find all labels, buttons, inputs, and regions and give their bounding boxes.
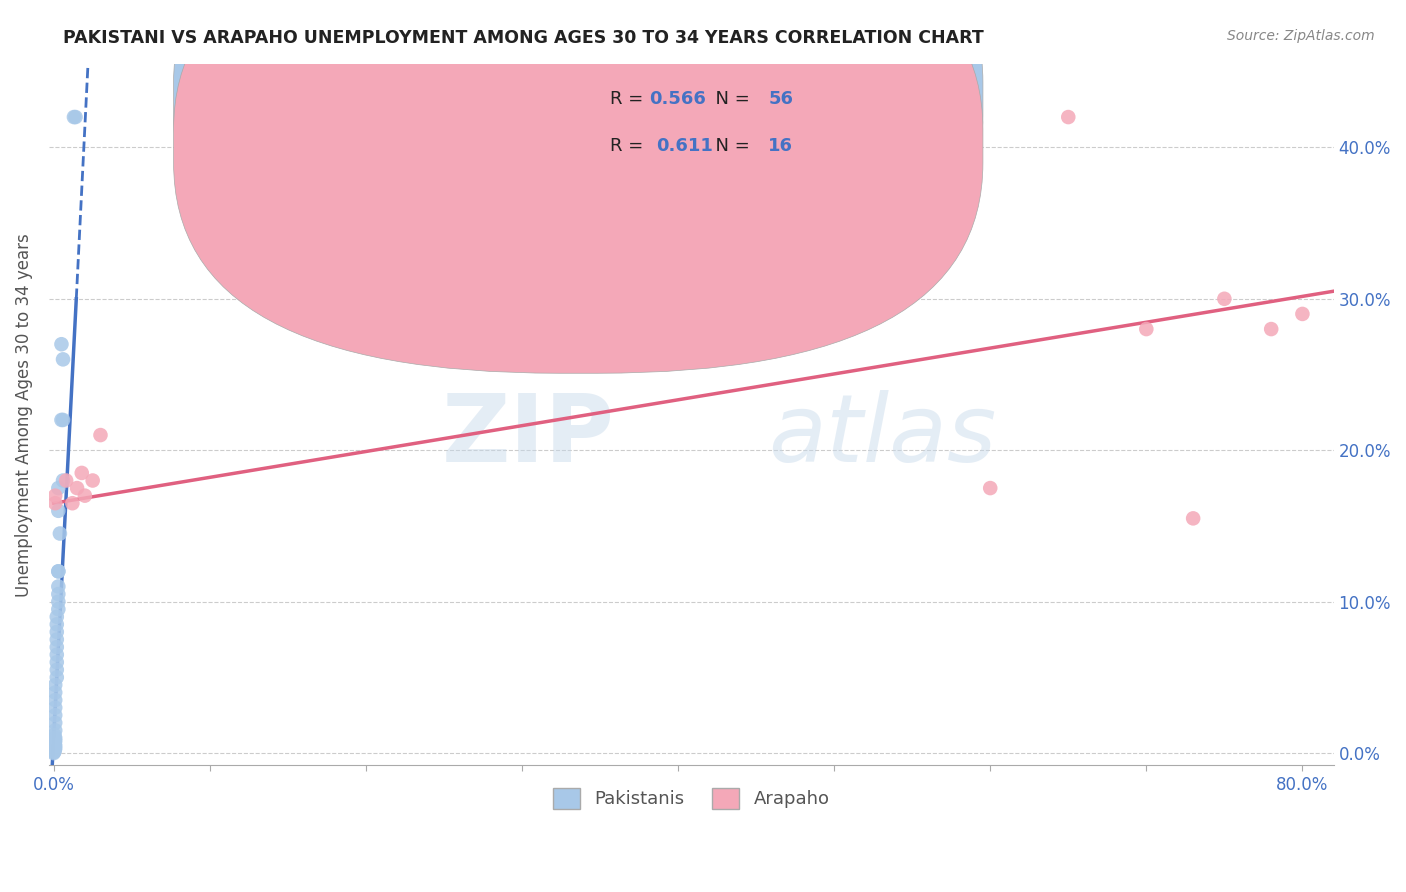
Point <box>46 595 69 609</box>
Point <box>44 739 66 753</box>
Point <box>42 746 65 760</box>
Point <box>44 743 66 757</box>
Point <box>45 648 67 662</box>
FancyBboxPatch shape <box>173 0 983 373</box>
Point <box>44 678 66 692</box>
Text: 56: 56 <box>769 90 793 108</box>
Point <box>1057 110 1080 124</box>
Text: PAKISTANI VS ARAPAHO UNEMPLOYMENT AMONG AGES 30 TO 34 YEARS CORRELATION CHART: PAKISTANI VS ARAPAHO UNEMPLOYMENT AMONG … <box>63 29 984 46</box>
Point <box>89 428 111 442</box>
Point <box>45 624 67 639</box>
Point <box>44 739 66 754</box>
Point <box>1291 307 1313 321</box>
Point <box>44 489 66 503</box>
Point <box>70 466 93 480</box>
Point <box>42 739 65 753</box>
Point <box>46 504 69 518</box>
Point <box>46 565 69 579</box>
Text: 0.566: 0.566 <box>650 90 706 108</box>
Point <box>44 715 66 730</box>
Point <box>1182 511 1205 525</box>
Point <box>45 609 67 624</box>
Point <box>42 737 65 751</box>
FancyBboxPatch shape <box>544 75 872 173</box>
Point <box>1260 322 1282 336</box>
Point <box>73 489 96 503</box>
Text: 16: 16 <box>769 137 793 155</box>
FancyBboxPatch shape <box>173 0 983 326</box>
Point <box>65 110 87 124</box>
Point <box>44 739 66 753</box>
Point <box>52 474 75 488</box>
Point <box>1213 292 1236 306</box>
Point <box>46 580 69 594</box>
Text: N =: N = <box>704 90 755 108</box>
Point <box>44 700 66 714</box>
Point <box>44 685 66 699</box>
Text: atlas: atlas <box>769 390 997 481</box>
Point <box>45 632 67 647</box>
Text: R =: R = <box>610 137 655 155</box>
Point <box>66 481 89 495</box>
Point <box>60 496 83 510</box>
Point <box>52 413 75 427</box>
Point <box>44 708 66 723</box>
Point <box>979 481 1001 495</box>
Point <box>55 474 77 488</box>
Point <box>46 587 69 601</box>
Point <box>51 337 73 351</box>
Text: Source: ZipAtlas.com: Source: ZipAtlas.com <box>1227 29 1375 43</box>
Point <box>44 728 66 742</box>
Point <box>46 481 69 495</box>
Text: R =: R = <box>610 90 650 108</box>
Point <box>45 663 67 677</box>
Point <box>45 617 67 632</box>
Point <box>42 739 65 754</box>
Point <box>44 496 66 510</box>
Point <box>44 723 66 738</box>
Point <box>45 655 67 669</box>
Point <box>46 602 69 616</box>
Point <box>44 745 66 759</box>
Point <box>63 110 86 124</box>
Point <box>44 732 66 747</box>
Point <box>42 741 65 756</box>
Point <box>44 731 66 745</box>
Point <box>42 739 65 754</box>
Text: N =: N = <box>704 137 755 155</box>
Text: 0.611: 0.611 <box>657 137 713 155</box>
Point <box>42 743 65 757</box>
Point <box>45 670 67 684</box>
Point <box>42 745 65 759</box>
Legend: Pakistanis, Arapaho: Pakistanis, Arapaho <box>546 780 837 816</box>
Point <box>51 413 73 427</box>
Point <box>42 741 65 756</box>
Point <box>42 745 65 759</box>
Point <box>44 741 66 756</box>
Text: ZIP: ZIP <box>441 390 614 482</box>
Point <box>44 735 66 749</box>
Point <box>46 565 69 579</box>
Point <box>42 743 65 757</box>
Point <box>82 474 104 488</box>
Point <box>44 741 66 756</box>
Point <box>42 737 65 751</box>
Point <box>45 640 67 654</box>
Point <box>49 526 72 541</box>
Point <box>44 734 66 748</box>
Point <box>44 693 66 707</box>
Point <box>1135 322 1157 336</box>
Point <box>52 352 75 367</box>
Y-axis label: Unemployment Among Ages 30 to 34 years: Unemployment Among Ages 30 to 34 years <box>15 233 32 597</box>
